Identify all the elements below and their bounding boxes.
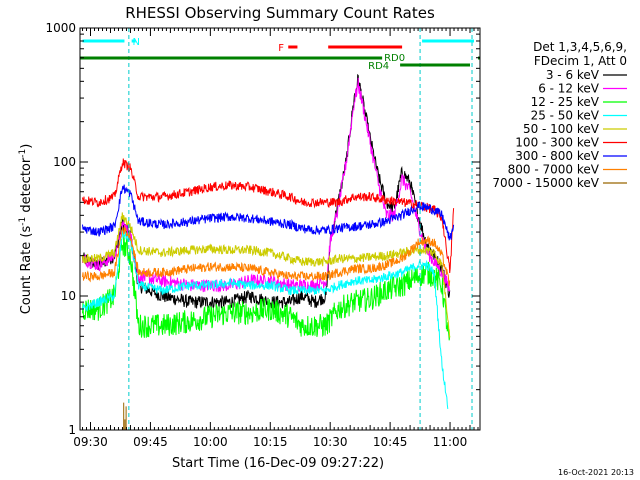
x-tick-label: 10:45 [373,435,408,449]
legend-label: 3 - 6 keV [546,68,600,82]
chart-title: RHESSI Observing Summary Count Rates [125,4,435,22]
x-tick-label: 09:45 [133,435,168,449]
y-axis-label-part: Count Rate (s [19,226,34,315]
x-tick-label: 10:00 [193,435,228,449]
y-tick-label: 10 [61,289,76,303]
x-tick-label: 10:30 [313,435,348,449]
y-axis-label-part: ) [19,144,34,149]
x-axis: 09:30 09:45 10:00 10:15 10:30 10:45 11:00 [73,28,479,449]
series-line [82,227,449,409]
legend-label: 12 - 25 keV [531,95,600,109]
legend-header-line: FDecim 1, Att 0 [534,54,627,68]
legend: Det 1,3,4,5,6,9, FDecim 1, Att 0 3 - 6 k… [492,40,627,190]
flag-label: N [132,37,139,48]
generation-timestamp: 16-Oct-2021 20:13 [558,468,634,477]
y-tick-label: 1000 [45,21,76,35]
legend-label: 7000 - 15000 keV [492,176,599,190]
y-axis-label-part: detector [19,157,34,217]
series-line [82,184,455,241]
legend-label: 6 - 12 keV [538,82,600,96]
y-tick-label: 100 [53,155,76,169]
x-tick-label: 09:30 [73,435,108,449]
legend-label: 300 - 800 keV [515,149,599,163]
y-axis-label-sup: -1 [18,217,28,226]
series-group [82,73,455,430]
flag-label: RD0 [384,53,405,64]
y-axis-label: Count Rate (s-1 detector-1) [18,144,34,315]
series-line [82,158,455,274]
y-axis-label-sup: -1 [18,149,28,158]
legend-label: 800 - 7000 keV [508,163,600,177]
legend-header-line: Det 1,3,4,5,6,9, [533,40,627,54]
legend-label: 50 - 100 keV [523,122,600,136]
x-axis-label: Start Time (16-Dec-09 09:27:22) [172,456,384,471]
flag-label: RD4 [368,61,389,72]
legend-label: 25 - 50 keV [531,109,600,123]
series-line [82,226,451,287]
x-tick-label: 10:15 [253,435,288,449]
y-axis: 1 10 100 1000 [45,21,480,437]
series-line [123,402,127,430]
flag-label: F [278,43,284,54]
x-tick-label: 11:00 [433,435,468,449]
y-tick-label: 1 [68,423,76,437]
series-line [82,234,451,341]
legend-label: 100 - 300 keV [515,136,599,150]
plot-frame [79,27,481,431]
series-line [82,212,451,338]
